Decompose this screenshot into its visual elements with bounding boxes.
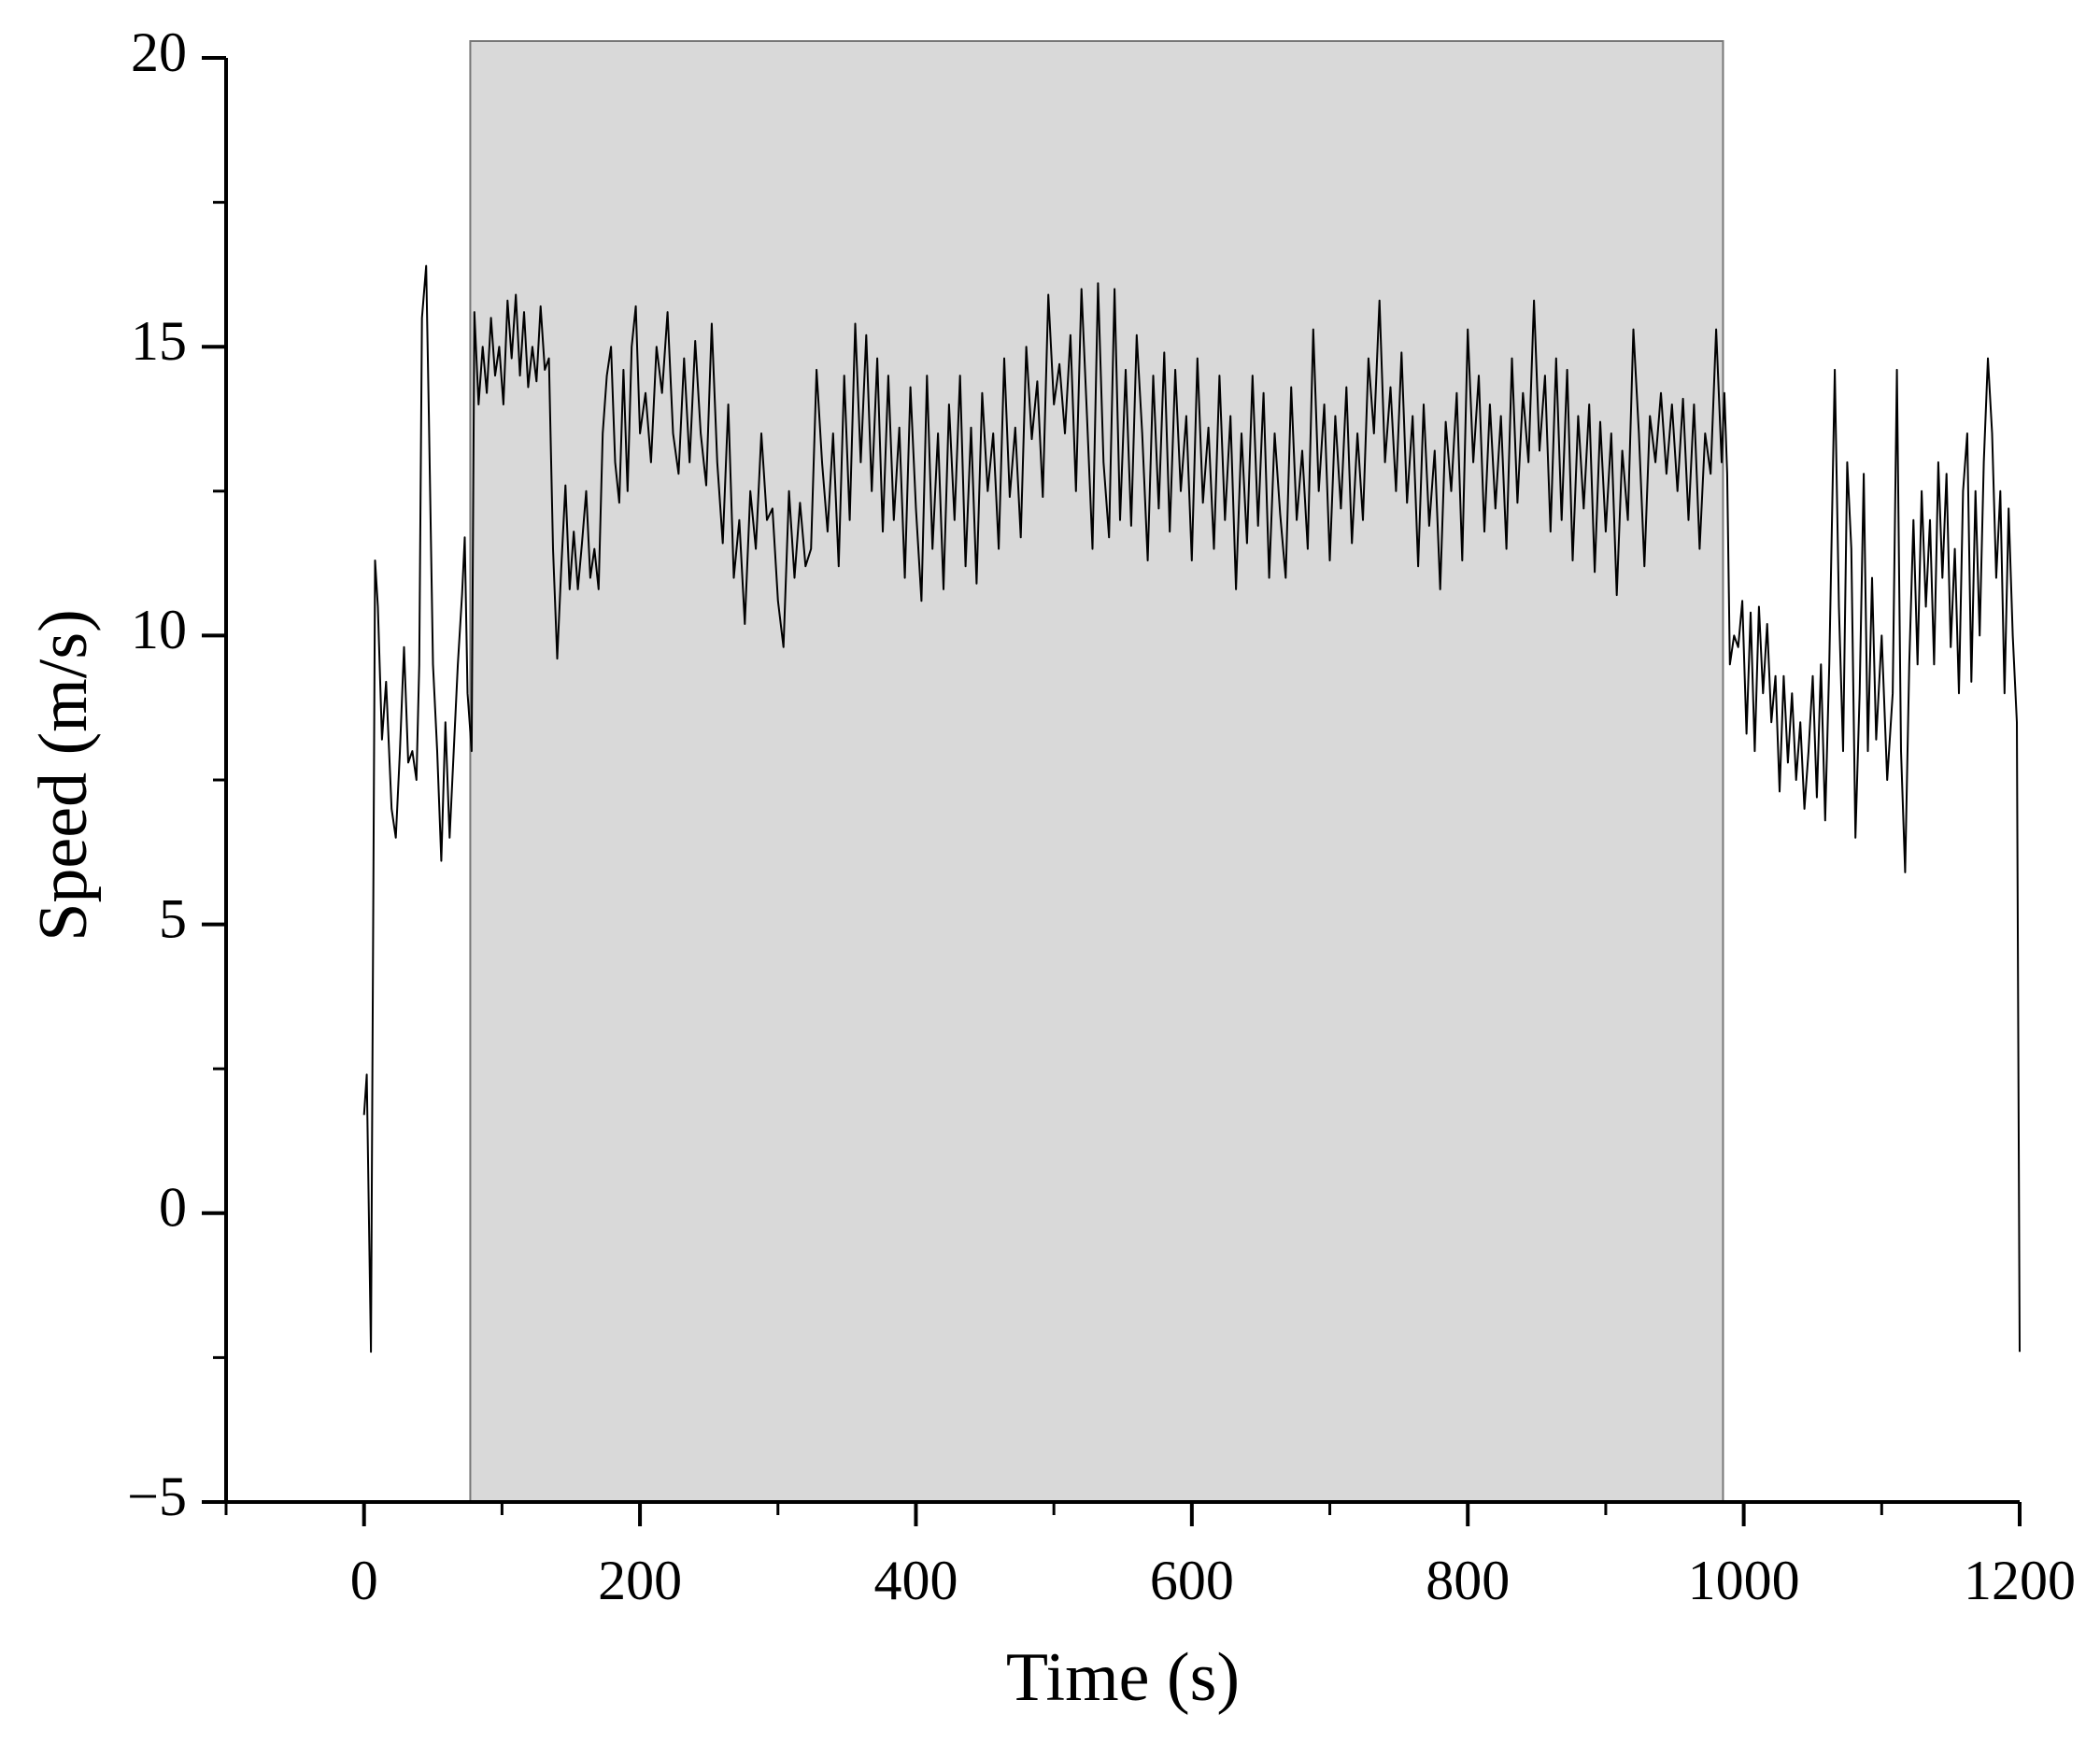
x-tick-label: 200: [598, 1550, 682, 1611]
y-tick-label: −5: [127, 1466, 187, 1527]
shaded-region: [469, 40, 1724, 1503]
y-tick-label: 5: [159, 887, 187, 949]
x-tick-label: 1200: [1964, 1550, 2076, 1611]
x-tick-label: 600: [1150, 1550, 1234, 1611]
x-tick-label: 1000: [1688, 1550, 1800, 1611]
x-axis-title: Time (s): [1006, 1639, 1240, 1716]
data-line: [362, 264, 2021, 1353]
y-tick-label: 10: [131, 599, 187, 660]
y-tick-label: 15: [131, 310, 187, 372]
y-tick-label: 20: [131, 21, 187, 83]
y-tick-label: 0: [159, 1177, 187, 1239]
y-axis-title: Speed (m/s): [25, 609, 102, 942]
x-tick-label: 400: [873, 1550, 958, 1611]
x-tick-label: 0: [350, 1550, 378, 1611]
x-tick-label: 800: [1426, 1550, 1510, 1611]
